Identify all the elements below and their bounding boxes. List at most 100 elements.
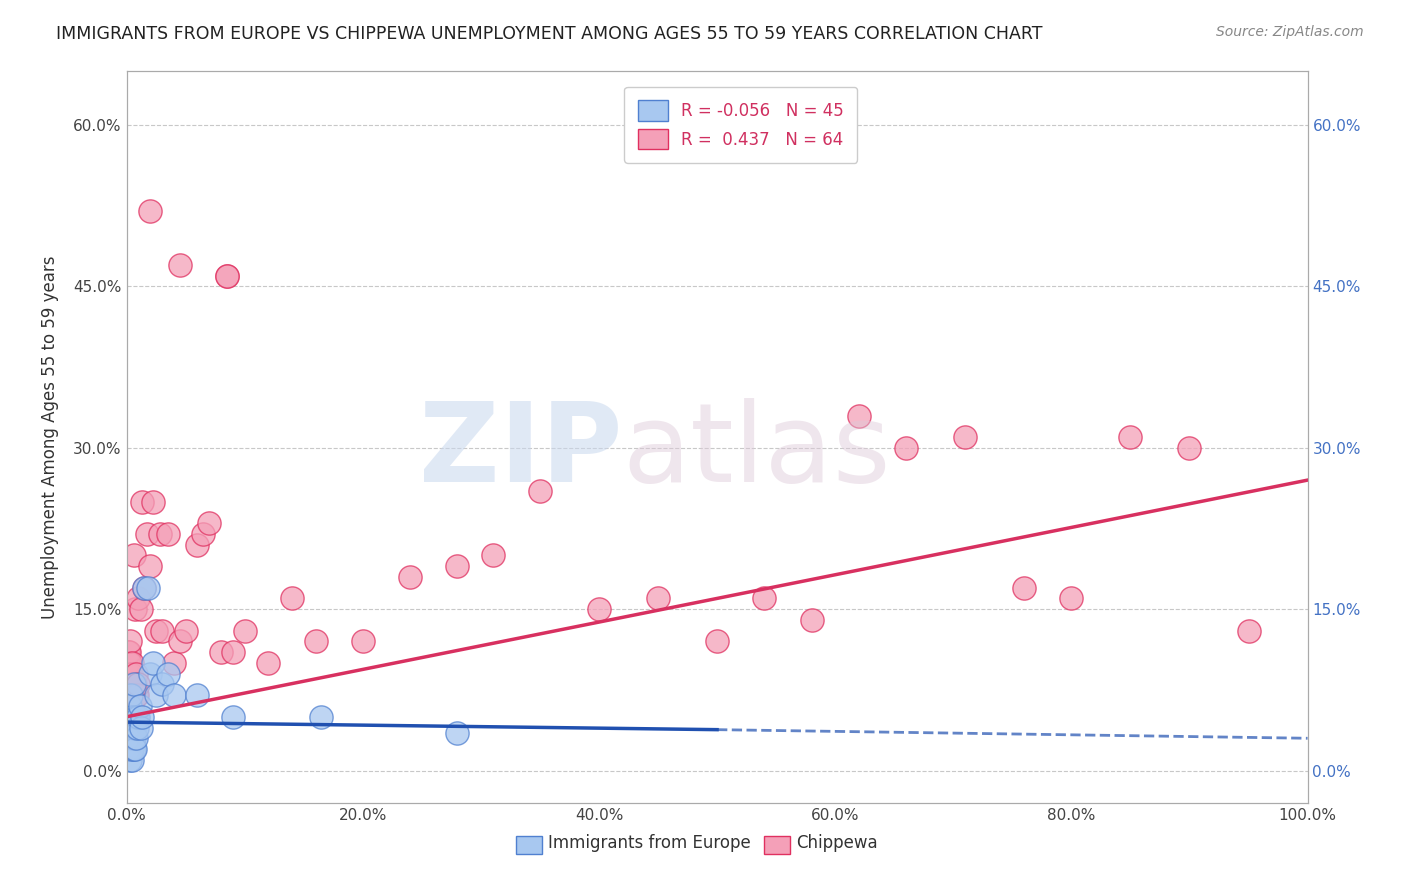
Point xyxy=(120,698,142,713)
Bar xyxy=(765,836,790,854)
Point xyxy=(257,656,280,670)
Point xyxy=(209,645,232,659)
Point xyxy=(127,710,149,724)
Point xyxy=(529,483,551,498)
Point xyxy=(1119,430,1142,444)
Point xyxy=(446,559,468,574)
Point xyxy=(848,409,870,423)
Point xyxy=(281,591,304,606)
Point xyxy=(141,656,163,670)
Point xyxy=(122,688,145,702)
Point xyxy=(145,688,167,702)
Point xyxy=(446,726,468,740)
Point xyxy=(186,688,208,702)
Point xyxy=(117,742,139,756)
Point xyxy=(125,710,148,724)
Point xyxy=(120,656,142,670)
Point xyxy=(134,581,156,595)
Point xyxy=(124,742,146,756)
Point xyxy=(129,721,152,735)
Point xyxy=(120,753,142,767)
Point xyxy=(118,742,141,756)
Point xyxy=(117,731,139,746)
Point xyxy=(136,581,159,595)
Point xyxy=(588,602,610,616)
Point xyxy=(222,710,245,724)
Point xyxy=(117,645,139,659)
Point xyxy=(122,677,145,691)
Point xyxy=(156,666,179,681)
Point xyxy=(215,268,238,283)
Point xyxy=(754,591,776,606)
Point xyxy=(118,731,141,746)
Point xyxy=(174,624,197,638)
Bar xyxy=(516,836,543,854)
Point xyxy=(139,559,162,574)
Point xyxy=(120,666,142,681)
Point xyxy=(124,602,146,616)
Y-axis label: Unemployment Among Ages 55 to 59 years: Unemployment Among Ages 55 to 59 years xyxy=(41,255,59,619)
Point xyxy=(186,538,208,552)
Point xyxy=(311,710,333,724)
Point xyxy=(118,710,141,724)
Point xyxy=(894,441,917,455)
Point xyxy=(121,710,143,724)
Point xyxy=(1012,581,1035,595)
Point xyxy=(120,721,142,735)
Point xyxy=(120,688,142,702)
Point xyxy=(193,527,215,541)
Point xyxy=(120,731,142,746)
Point xyxy=(953,430,976,444)
Point xyxy=(117,710,139,724)
Point xyxy=(118,666,141,681)
Point xyxy=(120,634,142,648)
Point xyxy=(150,624,173,638)
Point xyxy=(124,677,146,691)
Point xyxy=(215,268,238,283)
Point xyxy=(150,677,173,691)
Point xyxy=(125,688,148,702)
Point xyxy=(139,204,162,219)
Point xyxy=(127,688,149,702)
Point xyxy=(800,613,823,627)
Point xyxy=(129,602,152,616)
Point xyxy=(156,527,179,541)
Point xyxy=(131,710,153,724)
Point xyxy=(117,666,139,681)
Point xyxy=(128,698,150,713)
Text: ZIP: ZIP xyxy=(419,398,623,505)
Point xyxy=(127,591,149,606)
Point xyxy=(481,549,503,563)
Point xyxy=(169,258,191,272)
Point xyxy=(118,645,141,659)
Point xyxy=(125,731,148,746)
Point xyxy=(120,742,142,756)
Point xyxy=(118,721,141,735)
Point xyxy=(352,634,374,648)
Point xyxy=(169,634,191,648)
Point xyxy=(120,731,142,746)
Point xyxy=(121,677,143,691)
Point xyxy=(139,666,162,681)
Point xyxy=(120,698,142,713)
Point xyxy=(141,494,163,508)
Text: Immigrants from Europe: Immigrants from Europe xyxy=(548,834,751,852)
Point xyxy=(233,624,256,638)
Point xyxy=(163,688,186,702)
Point xyxy=(1178,441,1201,455)
Text: Chippewa: Chippewa xyxy=(796,834,877,852)
Point xyxy=(399,570,422,584)
Point xyxy=(121,698,143,713)
Point xyxy=(134,581,156,595)
Point xyxy=(127,677,149,691)
Point xyxy=(131,494,153,508)
Text: atlas: atlas xyxy=(623,398,891,505)
Text: IMMIGRANTS FROM EUROPE VS CHIPPEWA UNEMPLOYMENT AMONG AGES 55 TO 59 YEARS CORREL: IMMIGRANTS FROM EUROPE VS CHIPPEWA UNEMP… xyxy=(56,25,1043,43)
Point xyxy=(706,634,728,648)
Point xyxy=(304,634,326,648)
Legend: R = -0.056   N = 45, R =  0.437   N = 64: R = -0.056 N = 45, R = 0.437 N = 64 xyxy=(624,87,858,162)
Point xyxy=(122,731,145,746)
Point xyxy=(135,527,157,541)
Point xyxy=(647,591,669,606)
Point xyxy=(124,721,146,735)
